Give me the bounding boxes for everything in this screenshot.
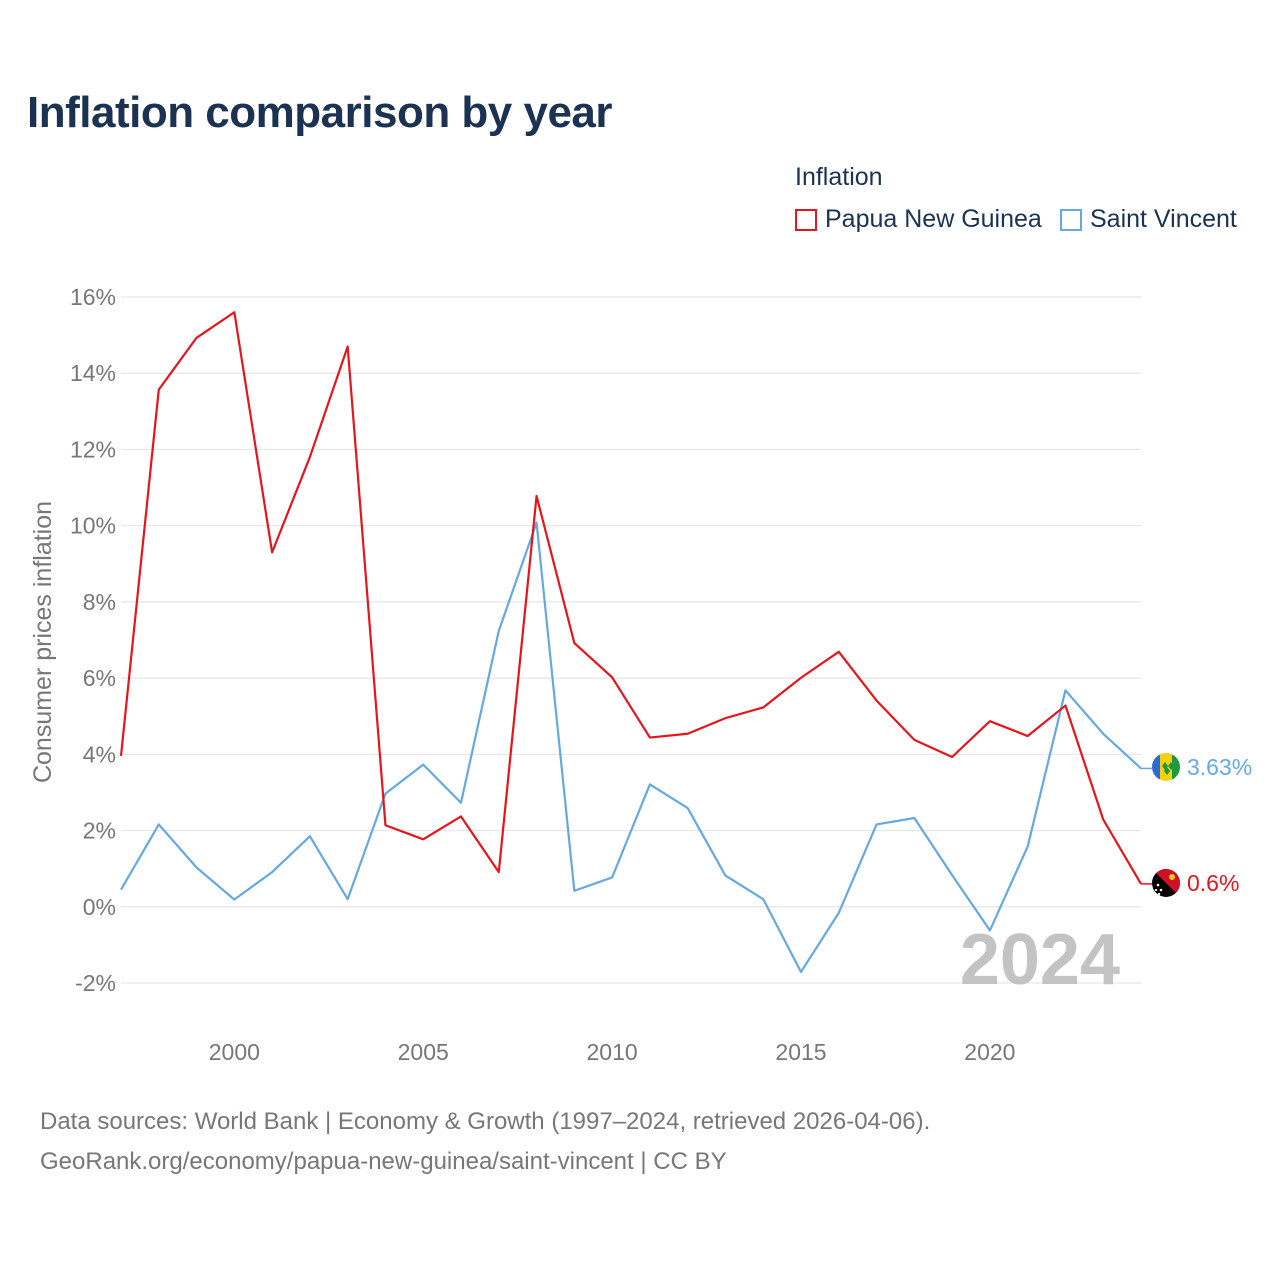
x-tick-label: 2010: [587, 1039, 638, 1065]
end-label-saint-vincent: 3.63%: [1187, 754, 1252, 780]
y-tick-label: -2%: [75, 970, 116, 996]
legend-item-papua-new-guinea[interactable]: Papua New Guinea: [795, 205, 1042, 234]
source-url: GeoRank.org/economy/papua-new-guinea/sai…: [40, 1148, 727, 1175]
y-tick-label: 10%: [70, 513, 116, 539]
y-tick-label: 2%: [83, 818, 116, 844]
y-tick-label: 14%: [70, 360, 116, 386]
legend-swatch-papua-new-guinea: [795, 208, 817, 231]
grid-lines: [121, 296, 1141, 984]
legend-title: Inflation: [795, 163, 883, 191]
y-tick-label: 12%: [70, 436, 116, 462]
x-tick-label: 2020: [964, 1039, 1015, 1065]
legend-swatch-saint-vincent: [1060, 208, 1082, 231]
legend-item-saint-vincent[interactable]: Saint Vincent: [1060, 205, 1237, 234]
y-tick-label: 6%: [83, 665, 116, 691]
source-note: Data sources: World Bank | Economy & Gro…: [40, 1108, 931, 1135]
y-axis-label: Consumer prices inflation: [29, 501, 57, 783]
legend-label-papua-new-guinea: Papua New Guinea: [825, 205, 1042, 233]
y-tick-label: 16%: [70, 284, 116, 310]
x-tick-label: 2015: [775, 1039, 826, 1065]
y-tick-label: 8%: [83, 589, 116, 615]
x-tick-label: 2000: [209, 1039, 260, 1065]
series-lines: [119, 311, 1152, 974]
y-axis-ticks: -2% 0% 2% 4% 6% 8% 10% 12% 14% 16%: [70, 284, 116, 996]
series-line-saint-vincent[interactable]: [120, 521, 1142, 974]
end-label-papua-new-guinea: 0.6%: [1187, 870, 1239, 896]
x-tick-label: 2005: [398, 1039, 449, 1065]
x-axis-ticks: 2000 2005 2010 2015 2020: [209, 1039, 1016, 1065]
year-watermark: 2024: [960, 920, 1120, 1000]
legend-label-saint-vincent: Saint Vincent: [1090, 205, 1237, 233]
y-tick-label: 0%: [83, 894, 116, 920]
y-tick-label: 4%: [83, 741, 116, 767]
saint-vincent-flag-icon: [1152, 753, 1180, 781]
papua-new-guinea-flag-icon: [1152, 869, 1180, 897]
series-line-papua-new-guinea[interactable]: [119, 311, 1142, 885]
chart-title: Inflation comparison by year: [27, 88, 613, 137]
